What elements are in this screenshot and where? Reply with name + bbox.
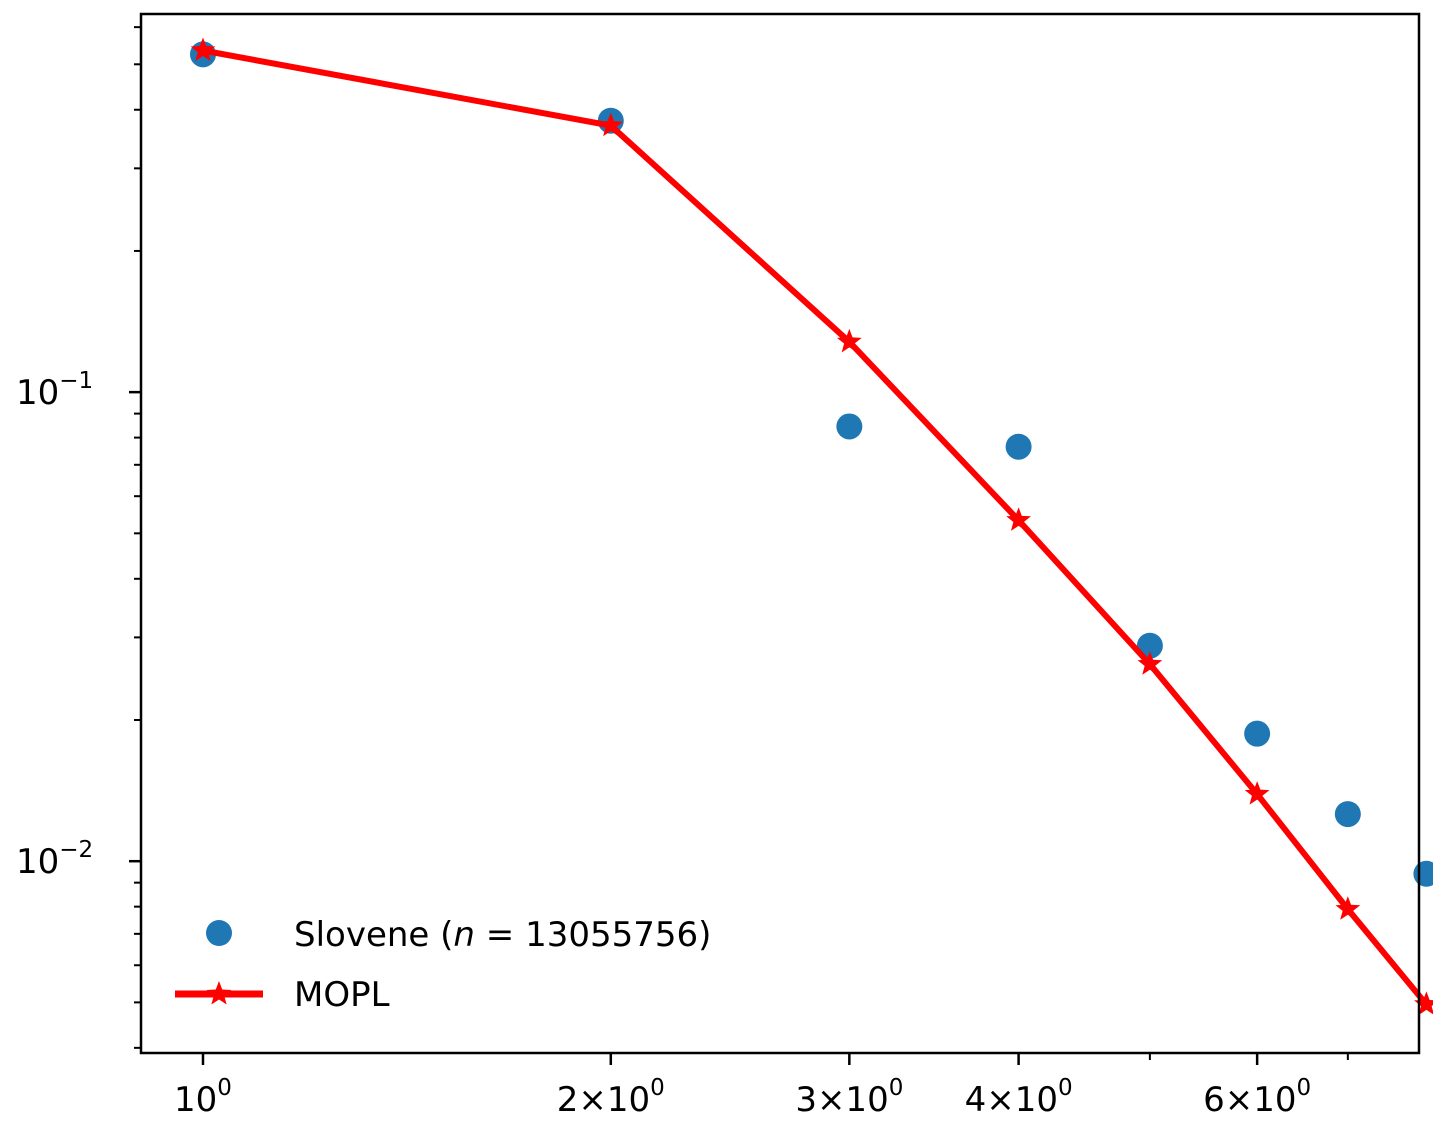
x-tick-label-exponent: 0 bbox=[650, 1075, 665, 1101]
data-point-mopl bbox=[1335, 896, 1361, 920]
legend: Slovene (n = 13055756) MOPL bbox=[175, 915, 711, 1015]
data-point-slovene bbox=[1005, 433, 1032, 460]
data-point-mopl bbox=[1006, 507, 1031, 531]
x-tick-label-exponent: 0 bbox=[1297, 1075, 1312, 1101]
legend-marker-dot bbox=[206, 920, 232, 946]
plot-area bbox=[189, 37, 1433, 1015]
legend-entry-slovene: Slovene (n = 13055756) bbox=[206, 915, 711, 955]
y-tick-label-exponent: −2 bbox=[59, 837, 93, 863]
x-tick-label-base: 4×10 bbox=[965, 1080, 1058, 1120]
data-point-slovene bbox=[1244, 720, 1271, 747]
x-tick-label-base: 10 bbox=[174, 1080, 217, 1120]
x-tick-label-exponent: 0 bbox=[889, 1075, 904, 1101]
y-tick-label: 10−1 bbox=[16, 368, 93, 413]
x-tick-label: 4×100 bbox=[965, 1075, 1073, 1120]
data-point-mopl bbox=[598, 112, 624, 137]
y-tick-label-exponent: −1 bbox=[59, 368, 93, 394]
y-tick-label-base: 10 bbox=[16, 842, 59, 882]
data-point-mopl bbox=[1137, 651, 1163, 675]
y-tick-label-base: 10 bbox=[16, 373, 59, 413]
data-point-mopl bbox=[1414, 991, 1433, 1015]
data-point-slovene bbox=[1413, 860, 1433, 887]
legend-marker-star bbox=[206, 981, 232, 1005]
data-point-mopl bbox=[836, 328, 862, 353]
legend-entry-mopl: MOPL bbox=[175, 975, 390, 1015]
series-line-mopl bbox=[202, 47, 1429, 1007]
data-point-mopl bbox=[1244, 781, 1270, 805]
data-point-slovene bbox=[1334, 801, 1361, 828]
x-tick-label: 100 bbox=[174, 1075, 232, 1120]
data-point-slovene bbox=[1136, 632, 1163, 659]
x-tick-label-base: 2×10 bbox=[557, 1080, 650, 1120]
legend-label-mopl: MOPL bbox=[294, 975, 390, 1015]
data-point-slovene bbox=[836, 413, 863, 440]
x-tick-label-base: 3×10 bbox=[795, 1080, 888, 1120]
plot-frame bbox=[139, 12, 1421, 1055]
x-tick-label: 6×100 bbox=[1203, 1075, 1311, 1120]
x-tick-label-base: 6×10 bbox=[1203, 1080, 1296, 1120]
x-axis-ticks: 100 2×100 3×100 4×100 6×100 bbox=[174, 1053, 1349, 1120]
x-tick-label: 2×100 bbox=[557, 1075, 665, 1120]
legend-label-slovene: Slovene (n = 13055756) bbox=[294, 915, 711, 955]
data-point-mopl bbox=[190, 37, 216, 62]
x-tick-label: 3×100 bbox=[795, 1075, 903, 1120]
y-axis-ticks: 10−110−2 bbox=[16, 26, 141, 1049]
y-tick-label: 10−2 bbox=[16, 837, 93, 882]
x-tick-label-exponent: 0 bbox=[1058, 1075, 1073, 1101]
x-tick-label-exponent: 0 bbox=[217, 1075, 232, 1101]
